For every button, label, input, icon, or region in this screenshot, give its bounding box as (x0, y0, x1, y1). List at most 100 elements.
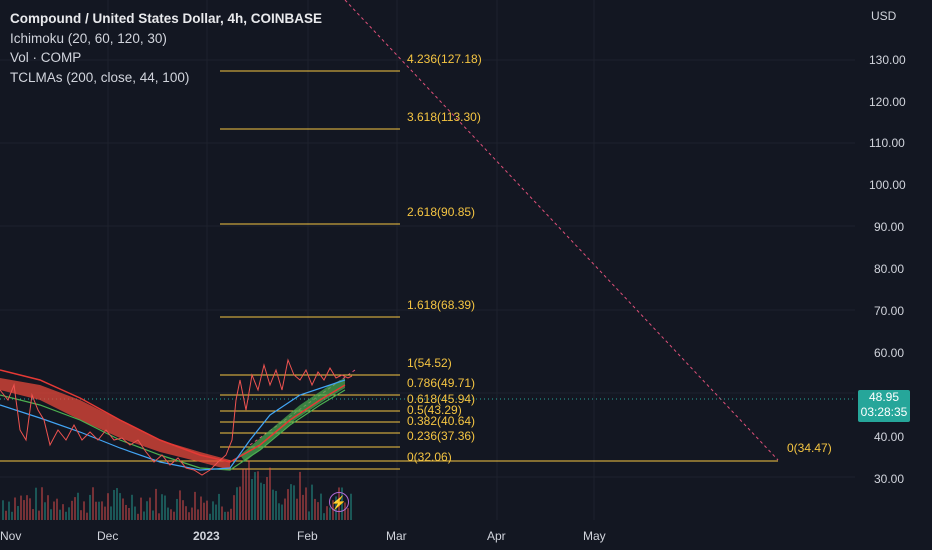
volume-bar (116, 488, 118, 520)
volume-bar (35, 487, 37, 520)
volume-bar (308, 511, 310, 520)
price-tick: 80.00 (874, 262, 905, 276)
fib-label: 0.382(40.64) (407, 414, 476, 428)
price-series (0, 358, 353, 476)
volume-bar (224, 511, 226, 520)
volume-bar (104, 506, 106, 520)
volume-bar (194, 491, 196, 520)
volume-bar (41, 487, 43, 520)
volume-bar (89, 494, 91, 520)
volume-bar (257, 471, 259, 520)
volume-bar (38, 510, 40, 520)
volume-bar (185, 506, 187, 520)
volume-bar (320, 493, 322, 520)
fib-label: 0.5(43.29) (407, 403, 462, 417)
indicator-ichimoku[interactable]: Ichimoku (20, 60, 120, 30) (10, 30, 167, 46)
volume-bar (140, 497, 142, 520)
volume-bar (71, 500, 73, 520)
indicator-volume[interactable]: Vol · COMP (10, 50, 82, 65)
volume-bar (2, 500, 4, 520)
lightning-bolt-icon[interactable]: ⚡ (329, 492, 349, 512)
volume-bar (125, 504, 127, 520)
fib-label: 3.618(113.30) (407, 110, 481, 124)
volume-bar (23, 500, 25, 520)
volume-bar (260, 482, 262, 520)
volume-bar (32, 509, 34, 520)
volume-bar (119, 493, 121, 520)
volume-bar (74, 497, 76, 520)
indicator-tclmas[interactable]: TCLMAs (200, close, 44, 100) (10, 69, 190, 85)
volume-bar (347, 508, 349, 520)
time-tick: May (583, 529, 606, 543)
volume-bar (134, 506, 136, 520)
volume-bar (173, 511, 175, 520)
volume-bar (197, 509, 199, 520)
volume-bar (164, 495, 166, 520)
current-price-badge: 48.95 03:28:35 (858, 390, 910, 422)
volume-bar (275, 490, 277, 520)
time-tick: Apr (487, 529, 506, 543)
bar-countdown: 03:28:35 (860, 405, 908, 419)
volume-bar (59, 509, 61, 520)
volume-bar (290, 484, 292, 520)
fib-label: 0.236(37.36) (407, 429, 476, 443)
volume-bar (206, 500, 208, 520)
fibonacci-levels[interactable] (220, 70, 400, 470)
volume-bar (239, 486, 241, 520)
volume-bar (29, 498, 31, 520)
volume-bar (8, 501, 10, 520)
price-tick: 110.00 (869, 136, 905, 150)
volume-bar (302, 494, 304, 520)
volume-bar (11, 511, 13, 520)
volume-bar (26, 495, 28, 520)
volume-bar (56, 498, 58, 520)
volume-bar (20, 495, 22, 520)
volume-bar (329, 507, 331, 520)
volume-bar (215, 504, 217, 520)
volume-bar (128, 507, 130, 520)
volume-bar (5, 510, 7, 520)
volume-bar (50, 509, 52, 520)
volume-bar (266, 477, 268, 520)
volume-bar (155, 488, 157, 520)
volume-bar (86, 512, 88, 520)
volume-bar (209, 513, 211, 520)
volume-bar (17, 506, 19, 520)
volume-bar (245, 468, 247, 520)
volume-bar (230, 508, 232, 520)
fib-label: 1.618(68.39) (407, 298, 476, 312)
ma-line-red (0, 369, 346, 463)
price-tick: 90.00 (874, 220, 905, 234)
volume-bar (182, 500, 184, 520)
time-tick: Mar (386, 529, 407, 543)
volume-bar (167, 507, 169, 520)
symbol-title[interactable]: Compound / United States Dollar, 4h, COI… (10, 11, 323, 26)
fib-label: 2.618(90.85) (407, 205, 476, 219)
volume-bar (278, 503, 280, 520)
volume-bar (326, 506, 328, 520)
volume-bar (299, 471, 301, 520)
volume-bar (83, 501, 85, 520)
volume-bar (101, 501, 103, 520)
ichimoku-cloud-bull (240, 378, 345, 462)
volume-bar (317, 502, 319, 520)
volume-bar (311, 484, 313, 520)
volume-bar (233, 495, 235, 520)
volume-bar (113, 489, 115, 520)
volume-bar (170, 509, 172, 520)
downtrend-line[interactable] (344, 0, 779, 461)
volume-bar (152, 510, 154, 520)
volume-bar (137, 513, 139, 520)
price-tick: 30.00 (874, 472, 905, 486)
time-tick: Nov (0, 529, 22, 543)
ma-line-blue (0, 379, 346, 471)
volume-bar (284, 498, 286, 520)
time-tick: Feb (297, 529, 318, 543)
volume-bar (80, 510, 82, 520)
volume-bar (251, 478, 253, 520)
volume-bar (146, 501, 148, 520)
currency-label[interactable]: USD (871, 9, 897, 23)
volume-bar (218, 493, 220, 520)
volume-bar (314, 498, 316, 520)
